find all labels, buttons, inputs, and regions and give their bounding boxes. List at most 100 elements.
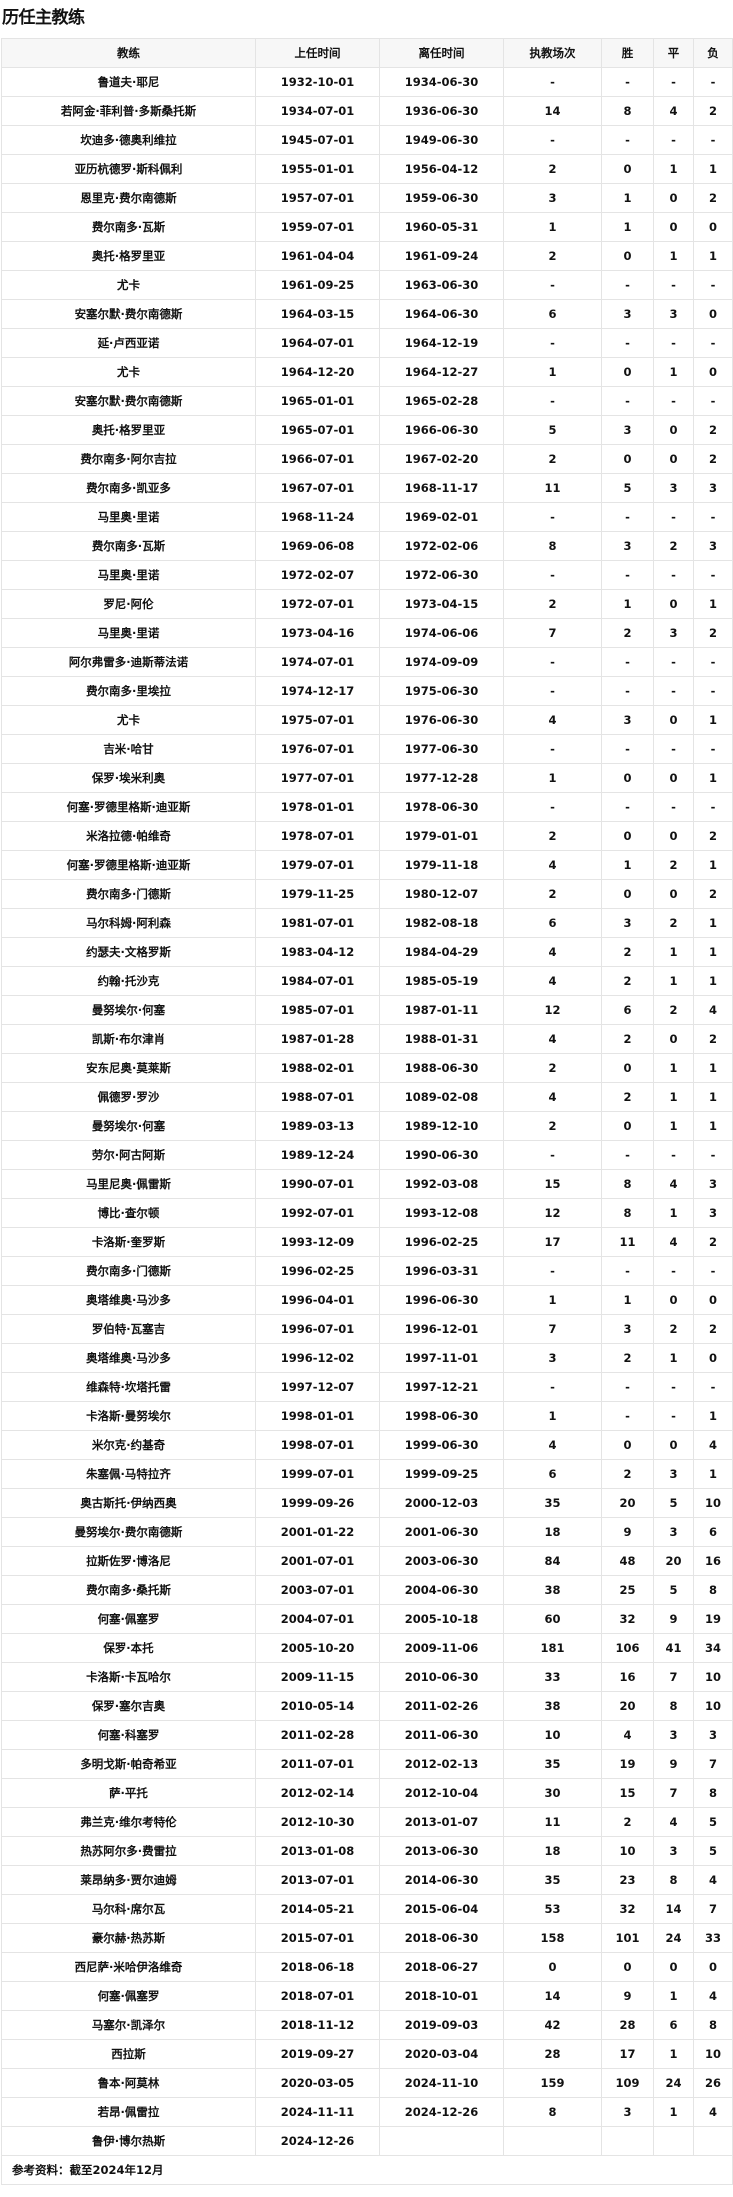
cell-start-date: 1992-07-01 [255,1198,380,1228]
cell-wins: - [601,386,654,416]
cell-draws: 6 [653,2010,694,2040]
cell-coach: 豪尔赫·热苏斯 [1,1923,256,1953]
cell-wins: 3 [601,299,654,329]
cell-matches: 6 [503,299,602,329]
cell-start-date: 2018-07-01 [255,1981,380,2011]
table-row: 马里奥·里诺 1973-04-16 1974-06-06 7 2 3 2 [1,618,733,648]
cell-losses: 16 [693,1546,733,1576]
cell-start-date: 1989-03-13 [255,1111,380,1141]
cell-draws: 2 [653,995,694,1025]
cell-start-date: 1964-07-01 [255,328,380,358]
cell-draws: - [653,734,694,764]
cell-start-date: 1976-07-01 [255,734,380,764]
table-row: 鲁本·阿莫林 2020-03-05 2024-11-10 159 109 24 26 [1,2068,733,2098]
cell-matches: - [503,270,602,300]
cell-wins: 9 [601,1517,654,1547]
cell-wins: 15 [601,1778,654,1808]
cell-end-date: 1990-06-30 [379,1140,504,1170]
table-row: 尤卡 1961-09-25 1963-06-30- - - - [1,270,733,300]
cell-end-date: 1982-08-18 [379,908,504,938]
cell-end-date: 1964-12-19 [379,328,504,358]
cell-losses: 1 [693,154,733,184]
cell-draws: - [653,1256,694,1286]
cell-start-date: 1996-07-01 [255,1314,380,1344]
cell-coach: 凯斯·布尔津肖 [1,1024,256,1054]
cell-wins: - [601,502,654,532]
cell-wins: 0 [601,357,654,387]
cell-losses: 34 [693,1633,733,1663]
cell-end-date: 2011-02-26 [379,1691,504,1721]
cell-matches: 6 [503,1459,602,1489]
cell-coach: 马里奥·里诺 [1,502,256,532]
cell-draws: 20 [653,1546,694,1576]
cell-end-date: 2024-11-10 [379,2068,504,2098]
cell-losses: 4 [693,1865,733,1895]
cell-start-date: 2012-02-14 [255,1778,380,1808]
cell-matches: - [503,676,602,706]
cell-start-date: 1972-02-07 [255,560,380,590]
cell-wins: - [601,1140,654,1170]
cell-losses: 4 [693,995,733,1025]
cell-matches: - [503,1256,602,1286]
cell-start-date: 1969-06-08 [255,531,380,561]
cell-end-date: 1968-11-17 [379,473,504,503]
cell-start-date: 2014-05-21 [255,1894,380,1924]
cell-matches: 1 [503,1401,602,1431]
cell-coach: 保罗·塞尔吉奥 [1,1691,256,1721]
cell-coach: 曼努埃尔·何塞 [1,995,256,1025]
cell-losses: 19 [693,1604,733,1634]
table-row: 罗尼·阿伦 1972-07-01 1973-04-15 2 1 0 1 [1,589,733,619]
table-row: 弗兰克·维尔考特伦 2012-10-30 2013-01-07 11 2 4 5 [1,1807,733,1837]
cell-coach: 坎迪多·德奥利维拉 [1,125,256,155]
cell-wins: 32 [601,1604,654,1634]
cell-coach: 鲁道夫·耶尼 [1,67,256,97]
cell-end-date: 2014-06-30 [379,1865,504,1895]
cell-draws: 3 [653,1836,694,1866]
cell-matches: - [503,647,602,677]
cell-coach: 佩德罗·罗沙 [1,1082,256,1112]
cell-coach: 费尔南多·门德斯 [1,1256,256,1286]
cell-end-date: 1960-05-31 [379,212,504,242]
cell-draws: 1 [653,1053,694,1083]
cell-losses: - [693,1256,733,1286]
cell-coach: 马尔科姆·阿利森 [1,908,256,938]
cell-end-date: 1961-09-24 [379,241,504,271]
cell-draws: - [653,647,694,677]
cell-losses: 10 [693,1691,733,1721]
table-row: 马尔科姆·阿利森 1981-07-01 1982-08-18 6 3 2 1 [1,908,733,938]
cell-losses: - [693,676,733,706]
cell-draws: 9 [653,1604,694,1634]
cell-losses: 2 [693,1024,733,1054]
cell-draws: - [653,386,694,416]
cell-end-date: 1977-12-28 [379,763,504,793]
cell-wins: 28 [601,2010,654,2040]
cell-start-date: 1979-07-01 [255,850,380,880]
cell-matches: 1 [503,763,602,793]
cell-end-date: 1993-12-08 [379,1198,504,1228]
cell-start-date: 1997-12-07 [255,1372,380,1402]
table-row: 费尔南多·桑托斯 2003-07-01 2004-06-30 38 25 5 8 [1,1575,733,1605]
cell-end-date: 1972-06-30 [379,560,504,590]
cell-start-date: 1996-04-01 [255,1285,380,1315]
cell-coach: 萨·平托 [1,1778,256,1808]
cell-start-date: 1965-07-01 [255,415,380,445]
cell-losses: - [693,1372,733,1402]
cell-matches: 35 [503,1749,602,1779]
cell-coach: 奥古斯托·伊纳西奥 [1,1488,256,1518]
cell-losses: - [693,734,733,764]
cell-start-date: 1959-07-01 [255,212,380,242]
cell-start-date: 1981-07-01 [255,908,380,938]
table-row: 维森特·坎塔托雷 1997-12-07 1997-12-21- - - - [1,1372,733,1402]
cell-start-date: 1964-12-20 [255,357,380,387]
cell-matches: 28 [503,2039,602,2069]
cell-start-date: 1985-07-01 [255,995,380,1025]
cell-losses: 2 [693,96,733,126]
cell-matches: - [503,1372,602,1402]
table-row: 鲁伊·博尔热斯 2024-12-26 [1,2126,733,2156]
cell-end-date: 1965-02-28 [379,386,504,416]
cell-losses: 1 [693,908,733,938]
cell-draws: 24 [653,1923,694,1953]
cell-losses: 10 [693,1488,733,1518]
cell-matches: 42 [503,2010,602,2040]
cell-wins: 0 [601,879,654,909]
